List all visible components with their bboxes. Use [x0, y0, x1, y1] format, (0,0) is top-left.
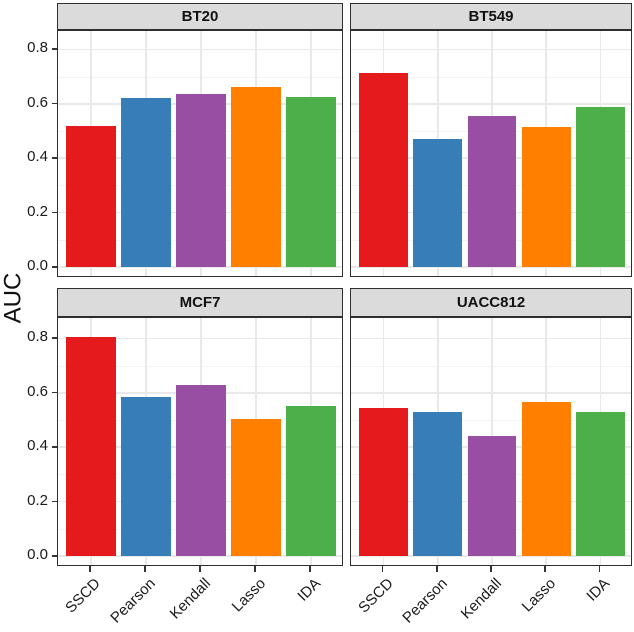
gridline-major-y — [351, 266, 631, 268]
x-tick-mark — [254, 566, 256, 572]
facet-strip: BT20 — [57, 3, 343, 30]
bar-lasso — [521, 126, 571, 267]
gridline-major-y — [58, 266, 342, 268]
bar-pearson — [121, 396, 171, 556]
bar-pearson — [121, 98, 171, 267]
x-tick-mark — [89, 566, 91, 572]
x-tick-mark — [144, 566, 146, 572]
bar-kendall — [176, 94, 226, 267]
bar-ida — [576, 411, 625, 556]
x-tick-mark — [490, 566, 492, 572]
gridline-major-y — [351, 103, 631, 105]
y-tick-mark — [52, 391, 57, 394]
y-tick-mark — [52, 555, 57, 557]
y-tick-label: 0.6 — [27, 93, 48, 111]
y-tick-mark — [52, 266, 57, 268]
gridline-major-y — [58, 555, 342, 557]
facet-strip: MCF7 — [57, 288, 343, 317]
gridline-major-y — [58, 337, 342, 340]
bar-pearson — [413, 139, 463, 267]
x-tick-mark — [381, 566, 384, 572]
gridline-major-y — [351, 48, 631, 51]
facet-strip: UACC812 — [350, 288, 632, 317]
facet-panel — [350, 317, 632, 566]
y-tick-label: 0.4 — [27, 437, 48, 455]
y-axis-title: AUC — [0, 272, 27, 324]
x-tick-mark — [598, 566, 601, 572]
bar-ida — [286, 406, 336, 556]
x-tick-label: Pearson — [399, 575, 451, 627]
x-tick-label: Kendall — [457, 575, 506, 623]
x-tick-label: SSCD — [355, 575, 397, 617]
bar-sscd — [359, 72, 408, 267]
x-tick-label: Kendall — [166, 575, 215, 623]
y-tick-label: 0.0 — [27, 257, 48, 274]
x-tick-label: IDA — [294, 575, 325, 605]
facet-panel — [57, 317, 343, 566]
x-tick-mark — [436, 566, 438, 572]
x-tick-label: Lasso — [518, 575, 560, 616]
facet-title: UACC812 — [456, 294, 526, 311]
x-tick-label: Pearson — [107, 575, 160, 627]
facet-title: MCF7 — [179, 294, 221, 311]
bar-kendall — [176, 384, 226, 556]
bar-ida — [286, 97, 336, 267]
y-tick-label: 0.8 — [27, 39, 48, 57]
bar-lasso — [231, 418, 281, 556]
x-tick-label: Lasso — [228, 575, 270, 616]
bar-sscd — [66, 125, 116, 267]
y-tick-mark — [52, 337, 57, 339]
x-tick-label: IDA — [583, 575, 614, 605]
x-tick-mark — [199, 566, 201, 572]
gridline-minor-y — [58, 365, 342, 367]
y-tick-mark — [52, 48, 57, 50]
facet-panel — [350, 30, 632, 277]
y-tick-mark — [52, 211, 57, 214]
gridline-major-y — [58, 48, 342, 51]
y-tick-mark — [52, 500, 57, 503]
bar-pearson — [413, 411, 463, 556]
gridline-minor-y — [351, 420, 631, 421]
facet-title: BT549 — [468, 8, 514, 25]
gridline-minor-y — [351, 365, 631, 367]
y-tick-label: 0.2 — [27, 491, 48, 509]
gridline-minor-y — [58, 76, 342, 78]
bar-sscd — [359, 407, 408, 556]
bar-lasso — [231, 87, 281, 267]
gridline-major-y — [351, 555, 631, 557]
gridline-major-y — [351, 392, 631, 394]
bar-ida — [576, 106, 625, 267]
bar-lasso — [521, 402, 571, 556]
bar-kendall — [467, 116, 517, 267]
bar-sscd — [66, 337, 116, 556]
x-tick-label: SSCD — [62, 575, 105, 617]
bar-kendall — [467, 436, 517, 556]
y-tick-mark — [52, 102, 57, 105]
y-tick-label: 0.6 — [27, 382, 48, 400]
gridline-minor-y — [351, 76, 631, 78]
y-tick-label: 0.2 — [27, 202, 48, 220]
y-tick-mark — [52, 157, 57, 159]
facet-strip: BT549 — [350, 3, 632, 30]
y-tick-label: 0.8 — [27, 328, 48, 346]
facet-title: BT20 — [181, 8, 219, 25]
facet-panel — [57, 30, 343, 277]
y-tick-mark — [52, 446, 57, 448]
gridline-major-y — [351, 337, 631, 340]
x-tick-mark — [309, 566, 311, 572]
y-tick-label: 0.0 — [27, 546, 48, 563]
x-tick-mark — [544, 566, 546, 572]
y-tick-label: 0.4 — [27, 148, 48, 166]
